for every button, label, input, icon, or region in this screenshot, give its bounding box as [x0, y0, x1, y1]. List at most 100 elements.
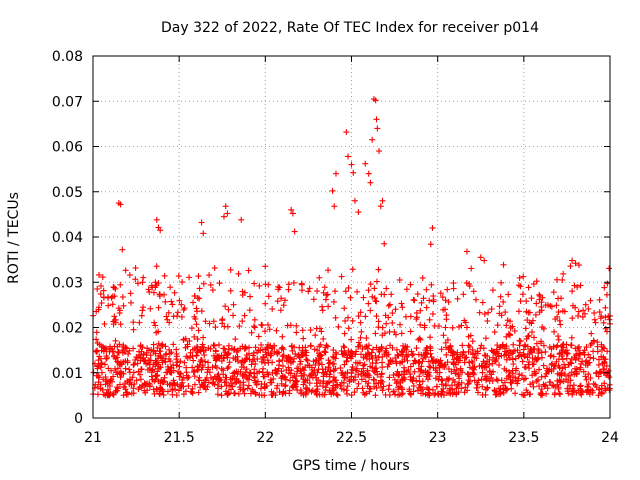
data-point [252, 360, 259, 367]
data-point [225, 342, 232, 349]
data-point [442, 324, 449, 331]
data-point [398, 300, 405, 307]
data-point [269, 305, 276, 312]
data-point [344, 390, 351, 397]
data-point [342, 370, 349, 377]
data-point [99, 386, 106, 393]
data-point [491, 329, 498, 336]
data-point [184, 375, 191, 382]
data-point [606, 265, 613, 272]
data-point [193, 305, 200, 312]
data-point [405, 351, 412, 358]
data-point [255, 333, 262, 340]
data-point [171, 289, 178, 296]
data-point [130, 361, 137, 368]
data-point [590, 355, 597, 362]
data-point [445, 346, 452, 353]
data-point [575, 308, 582, 315]
data-point [514, 380, 521, 387]
data-point [379, 387, 386, 394]
data-point [157, 364, 164, 371]
data-point [411, 297, 418, 304]
data-point [385, 302, 392, 309]
data-point [571, 365, 578, 372]
data-point [332, 314, 339, 321]
data-point [261, 360, 268, 367]
data-point [345, 314, 352, 321]
data-point [569, 315, 576, 322]
data-point [582, 373, 589, 380]
data-point [239, 318, 246, 325]
data-point [291, 355, 298, 362]
data-point [316, 274, 323, 281]
data-point [218, 392, 225, 399]
data-point [440, 332, 447, 339]
data-point [505, 291, 512, 298]
data-point [141, 387, 148, 394]
data-point [517, 298, 524, 305]
data-point [211, 265, 218, 272]
data-point [501, 379, 508, 386]
data-point [173, 362, 180, 369]
data-point [415, 359, 422, 366]
data-point [473, 384, 480, 391]
data-point [567, 263, 574, 270]
data-point [254, 370, 261, 377]
data-point [375, 266, 382, 273]
data-point [557, 391, 564, 398]
data-point [561, 371, 568, 378]
data-point [239, 387, 246, 394]
data-point [585, 359, 592, 366]
data-point [410, 382, 417, 389]
data-point [447, 349, 454, 356]
data-point [332, 288, 339, 295]
data-point [419, 358, 426, 365]
data-point [366, 356, 373, 363]
data-point [503, 343, 510, 350]
data-point [304, 362, 311, 369]
data-point [567, 377, 574, 384]
data-point [463, 324, 470, 331]
data-point [524, 317, 531, 324]
data-point [241, 312, 248, 319]
data-point [299, 287, 306, 294]
data-point [232, 390, 239, 397]
data-point [224, 365, 231, 372]
data-point [202, 318, 209, 325]
data-point [459, 369, 466, 376]
data-point [509, 367, 516, 374]
data-point [242, 345, 249, 352]
data-point [195, 273, 202, 280]
data-point [325, 303, 332, 310]
data-point [242, 369, 249, 376]
data-point [409, 352, 416, 359]
data-point [94, 365, 101, 372]
data-point [146, 288, 153, 295]
data-point [276, 284, 283, 291]
data-point [596, 296, 603, 303]
data-point [372, 330, 379, 337]
data-point [221, 379, 228, 386]
data-point [354, 288, 361, 295]
data-point [325, 364, 332, 371]
data-point [194, 294, 201, 301]
data-point [247, 293, 254, 300]
data-point [484, 318, 491, 325]
data-point [563, 376, 570, 383]
data-point [369, 136, 376, 143]
data-point [307, 342, 314, 349]
data-point [443, 351, 450, 358]
data-point [386, 301, 393, 308]
data-point [113, 369, 120, 376]
data-point [262, 300, 269, 307]
data-point [548, 361, 555, 368]
data-point [372, 392, 379, 399]
data-point [369, 293, 376, 300]
data-point [258, 321, 265, 328]
data-point [238, 216, 245, 223]
data-point [479, 299, 486, 306]
data-point [312, 332, 319, 339]
data-point [540, 362, 547, 369]
data-point [391, 328, 398, 335]
